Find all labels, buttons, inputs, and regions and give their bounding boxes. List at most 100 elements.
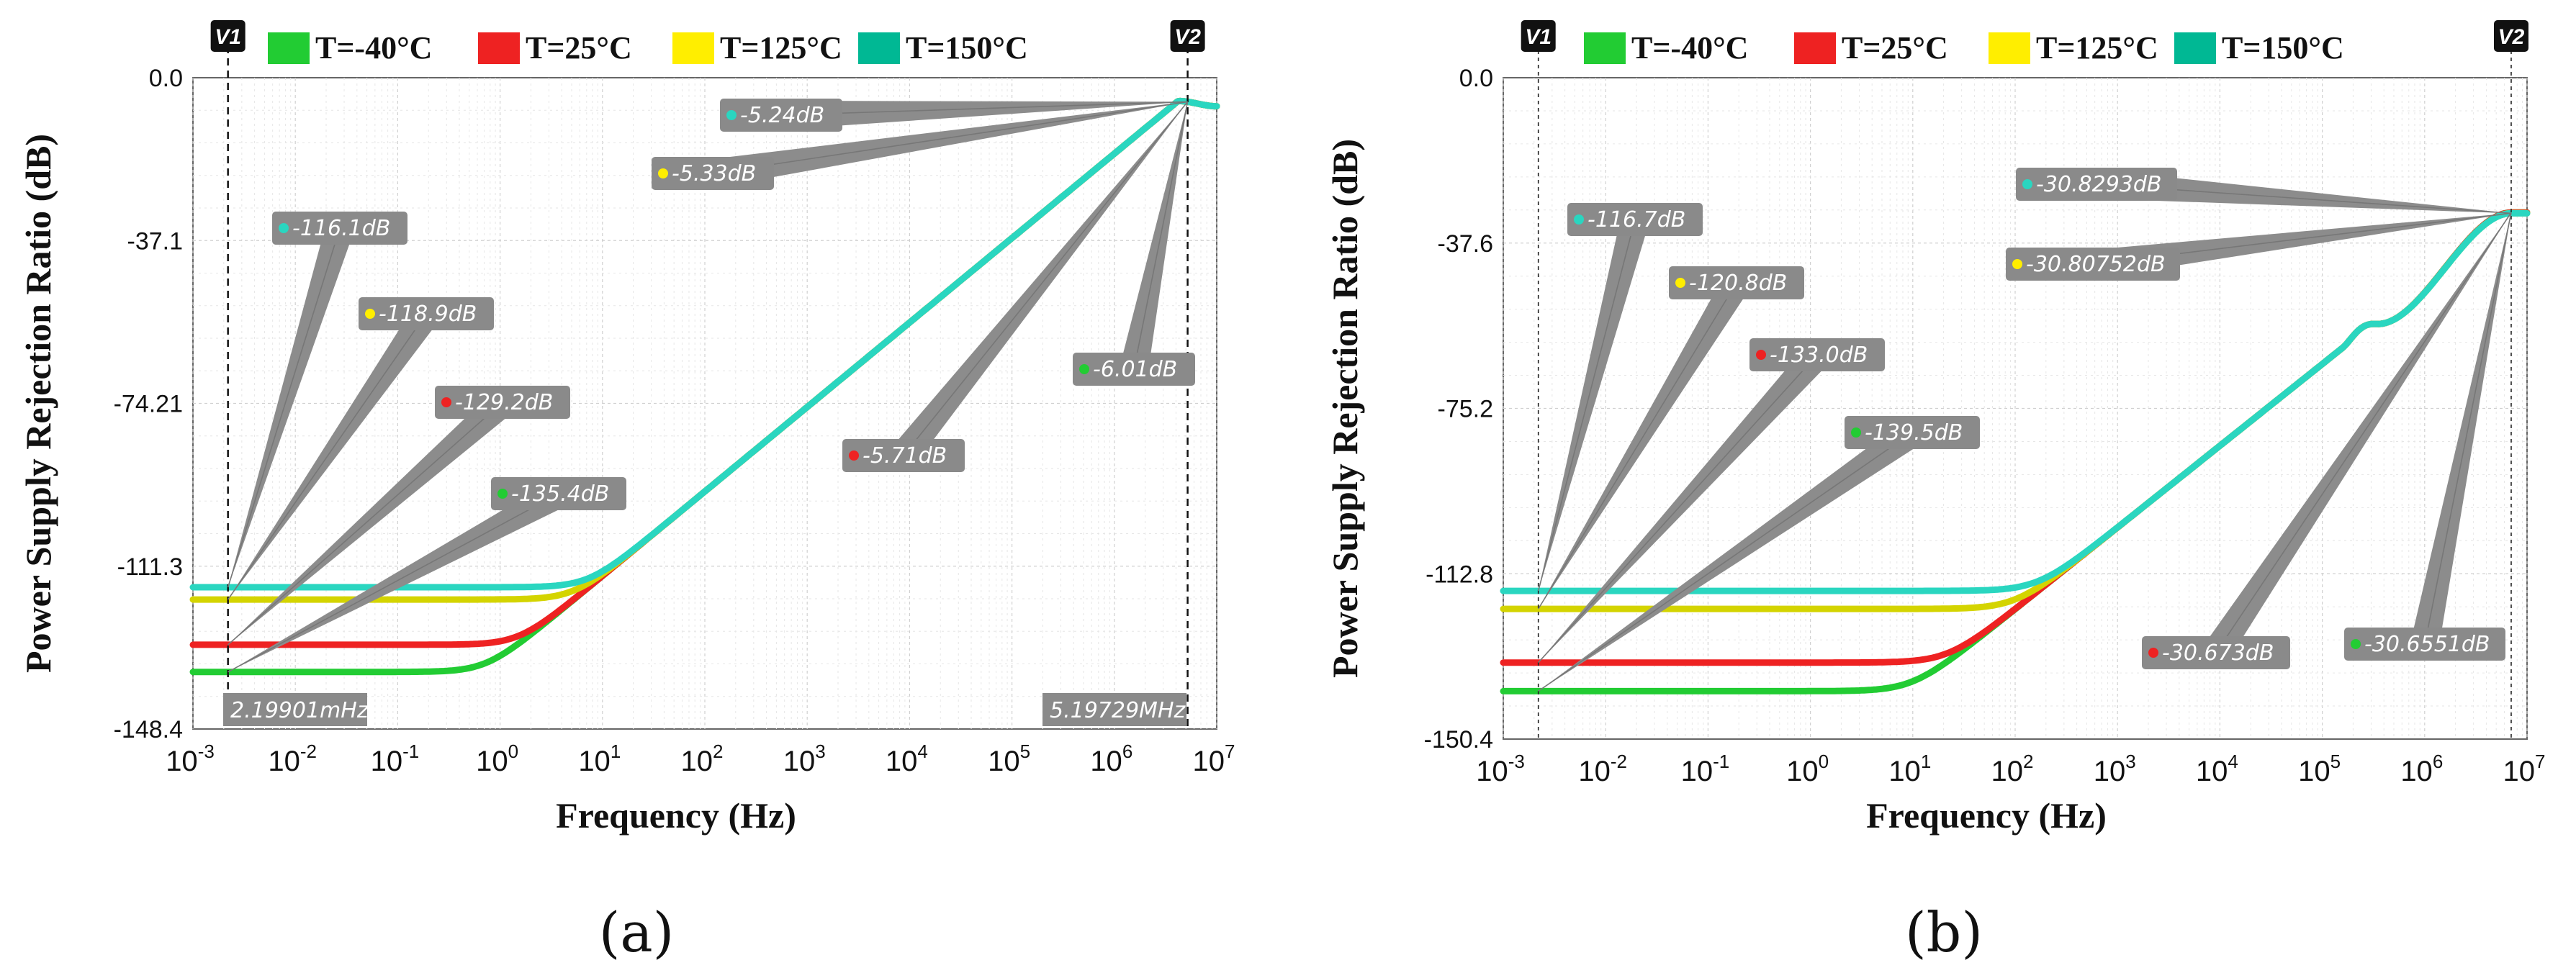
x-tick-label: 105 [988,741,1030,777]
annotation-box[interactable] [435,386,570,419]
annotation-label: -30.673dB [2162,640,2274,666]
x-tick-label: 10-3 [1476,751,1525,787]
legend-swatch [672,32,714,64]
annotation-leader-line [1538,432,1913,692]
annotation-leader [228,481,566,672]
annotation-label: -5.33dB [672,161,756,186]
x-tick-label: 105 [2298,751,2341,787]
y-tick-label: -37.1 [127,227,184,255]
annotation-dot [1675,278,1685,288]
annotation-leader [711,101,1188,188]
annotation-box[interactable] [359,297,494,330]
cursor-tag-label: V2 [2498,25,2525,49]
x-tick-label: 107 [2503,751,2546,787]
y-tick-label: -111.3 [117,553,183,581]
legend-swatch [1794,32,1836,64]
y-axis-label: Power Supply Rejection Ratio (dB) [1325,139,1365,678]
x-tick-label: 104 [2196,751,2238,787]
annotation-dot [1756,350,1766,360]
annotation-leader [892,101,1188,465]
annotation-label: -116.1dB [292,216,390,241]
cursor-readout: 2.19901mHz [230,698,369,723]
annotation-leader-line [1537,219,1636,592]
annotation-box[interactable] [491,477,626,510]
annotation-label: -118.9dB [379,302,477,327]
annotation-leader [2410,212,2511,647]
annotation-box[interactable] [2344,628,2505,661]
annotation-leader-line [228,402,503,646]
annotation-box[interactable] [1845,416,1980,449]
x-tick-label: 103 [783,741,826,777]
legend-label: T=125°C [720,30,842,65]
x-axis-label: Frequency (Hz) [1866,795,2107,836]
annotation-label: -135.4dB [511,481,609,507]
chart-panel-a: 0.0 -37.1 -74.21 -111.3 -148.410-3 10-2 10-1 10… [18,20,1235,964]
annotation-leader-line [2424,212,2512,645]
annotation-box[interactable] [2016,168,2177,201]
annotation-label: -30.6551dB [2364,632,2490,657]
legend-swatch [2174,32,2216,64]
legend-label: T=-40°C [315,30,432,65]
y-tick-label: 0.0 [149,65,183,92]
x-tick-label: 101 [578,741,621,777]
legend-label: T=125°C [2036,30,2158,65]
annotation-dot [2012,259,2022,269]
cursor-tag[interactable] [2493,20,2528,52]
x-axis-label: Frequency (Hz) [556,795,796,836]
x-tick-label: 10-3 [166,741,215,777]
x-tick-label: 107 [1193,741,1235,777]
x-tick-label: 103 [2094,751,2136,787]
cursor-tag[interactable] [1521,20,1556,52]
annotation-box[interactable] [720,99,842,132]
annotation-leader [2204,212,2511,661]
x-tick-label: 102 [1991,751,2034,787]
annotation-dot [1851,427,1861,438]
annotation-box[interactable] [1073,353,1195,386]
annotation-box[interactable] [652,157,774,190]
annotation-box[interactable] [1567,203,1703,236]
annotation-box[interactable] [842,439,965,472]
annotation-box[interactable] [272,212,407,245]
annotation-label: -139.5dB [1865,420,1963,445]
annotation-box[interactable] [1749,338,1885,371]
y-tick-label: -75.2 [1438,396,1494,423]
annotation-leader [1538,215,1649,592]
x-tick-label: 100 [476,741,518,777]
annotation-label: -30.80752dB [2026,252,2166,277]
annotation-leader-line [1133,101,1189,370]
legend-label: T=25°C [526,30,632,65]
annotation-label: -129.2dB [455,390,553,415]
annotation-dot [2351,639,2361,649]
legend-label: T=150°C [906,30,1028,65]
x-tick-label: 10-2 [268,741,317,777]
x-tick-label: 100 [1786,751,1829,787]
annotation-leader-line [903,101,1189,456]
annotation-dot [1574,214,1584,225]
annotation-box[interactable] [1669,266,1804,299]
chart-panel-b: 0.0 -37.6 -75.2 -112.8 -150.410-3 10-2 10-1 100… [1325,20,2545,964]
annotation-leader [780,101,1188,130]
cursor-tag-label: V1 [215,25,241,49]
y-tick-label: -37.6 [1438,230,1494,258]
legend-label: T=25°C [1842,30,1948,65]
cursor-tag[interactable] [1170,20,1205,52]
y-tick-label: -148.4 [114,716,183,743]
legend-swatch [858,32,900,64]
annotation-leader-line [712,101,1188,174]
annotation-label: -120.8dB [1689,271,1787,296]
annotation-leader-line [227,227,341,588]
annotation-box[interactable] [2006,248,2180,281]
annotation-leader [1538,275,1749,610]
y-tick-label: -112.8 [1426,561,1493,588]
series-line [189,97,1220,591]
annotation-leader [2095,170,2511,214]
annotation-dot [849,450,859,461]
annotation-leader [2091,213,2511,279]
annotation-label: -30.8293dB [2036,172,2162,197]
cursor-tag[interactable] [210,20,246,52]
x-tick-label: 101 [1888,751,1931,787]
annotation-box[interactable] [2142,636,2290,669]
annotation-label: -5.71dB [863,443,947,468]
x-tick-label: 102 [681,741,724,777]
